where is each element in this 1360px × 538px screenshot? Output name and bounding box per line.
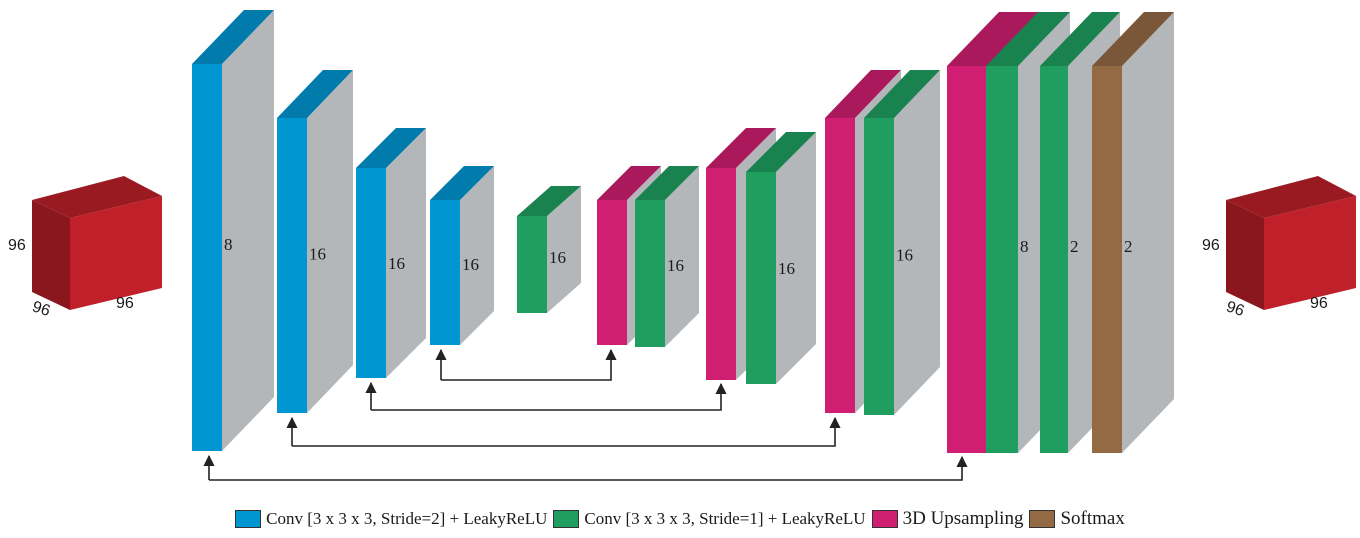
legend-swatch [1029,510,1056,528]
legend-swatch [553,510,580,528]
block-side-face [222,10,274,451]
block-front-face [864,118,894,415]
block-channel-label: 8 [1020,237,1029,256]
block-front-face [947,66,987,453]
volume-width-label: 96 [1310,295,1328,312]
legend-label: Softmax [1060,508,1125,529]
block-top-face [356,128,426,168]
block-channel-label: 16 [462,255,479,274]
legend-label: Conv [3 x 3 x 3, Stride=1] + LeakyReLU [584,509,866,528]
block-conv-stride1: 16 [635,166,699,347]
block-side-face [460,166,494,345]
block-front-face [986,66,1018,453]
block-top-face [635,166,699,200]
block-conv-stride2: 16 [277,70,353,413]
volume-front-face [70,196,162,310]
skip-connection-arrow [441,348,617,381]
volumes-layer: 96 96 96 96 96 96 [8,176,1356,320]
block-top-face [986,12,1070,66]
block-side-face [665,166,699,347]
block-side-face [1122,12,1174,453]
blocks-layer: 8 16 16 16 16 16 16 16 8 2 2 [192,10,1174,453]
block-front-face [706,168,736,380]
block-channel-label: 16 [388,254,405,273]
block-channel-label: 2 [1070,237,1079,256]
volume-height-label: 96 [1202,237,1220,254]
block-side-face [386,128,426,378]
skip-connection-arrow [209,455,968,481]
block-channel-label: 16 [549,248,566,267]
block-front-face [746,172,776,384]
block-top-face [825,70,901,118]
skip-connections [203,348,968,481]
legend-item-conv-stride1: Conv [3 x 3 x 3, Stride=1] + LeakyReLU [553,509,866,529]
block-front-face [1092,66,1122,453]
block-side-face [894,70,940,415]
legend: Conv [3 x 3 x 3, Stride=2] + LeakyReLU Co… [0,508,1360,533]
output-volume: 96 96 96 [1202,176,1356,320]
block-side-face [307,70,353,413]
volume-top-face [1226,176,1356,218]
block-top-face [864,70,940,118]
volume-front-face [1264,196,1356,310]
skip-connection-arrow [292,416,841,447]
block-front-face [517,216,547,313]
block-side-face [547,186,581,313]
volume-top-face [32,176,162,218]
block-top-face [706,128,776,168]
block-channel-label: 16 [667,256,684,275]
block-front-face [1040,66,1068,453]
block-front-face [430,200,460,345]
network-diagram: 96 96 96 96 96 96 8 16 16 16 16 16 16 16 8 2 2 [8,10,1356,481]
volume-width-label: 96 [116,295,134,312]
legend-item-conv-stride2: Conv [3 x 3 x 3, Stride=2] + LeakyReLU [235,509,547,529]
block-front-face [597,200,627,345]
block-top-face [277,70,353,118]
block-conv-stride1: 16 [517,186,581,313]
legend-item-softmax: Softmax [1029,508,1125,530]
block-conv-stride1: 16 [864,70,940,415]
volume-depth-label: 96 [30,298,52,320]
block-conv-stride2: 16 [430,166,494,345]
volume-height-label: 96 [8,237,26,254]
block-front-face [635,200,665,347]
block-conv-stride2: 16 [356,128,426,378]
block-top-face [597,166,661,200]
block-front-face [825,118,855,413]
block-side-face [776,132,816,384]
block-top-face [430,166,494,200]
block-channel-label: 16 [309,245,326,264]
block-front-face [356,168,386,378]
block-top-face [1040,12,1120,66]
block-top-face [192,10,274,64]
block-channel-label: 2 [1124,237,1133,256]
skip-connection-arrow [371,382,727,411]
block-channel-label: 16 [778,259,795,278]
block-top-face [746,132,816,172]
block-softmax: 2 [1092,12,1174,453]
block-front-face [277,118,307,413]
block-front-face [192,64,222,451]
volume-left-face [32,200,70,310]
legend-swatch [235,510,262,528]
block-channel-label: 8 [224,235,233,254]
legend-item-upsampling: 3D Upsampling [871,508,1024,530]
block-top-face [517,186,581,216]
legend-label: 3D Upsampling [902,508,1024,529]
legend-label: Conv [3 x 3 x 3, Stride=2] + LeakyReLU [266,509,548,528]
volume-left-face [1226,200,1264,310]
block-top-face [947,12,1039,66]
block-top-face [1092,12,1174,66]
block-conv-stride1: 16 [746,132,816,384]
input-volume: 96 96 96 [8,176,162,320]
legend-swatch [871,510,898,528]
block-channel-label: 16 [896,246,913,265]
block-conv-stride2: 8 [192,10,274,451]
volume-depth-label: 96 [1224,298,1246,320]
